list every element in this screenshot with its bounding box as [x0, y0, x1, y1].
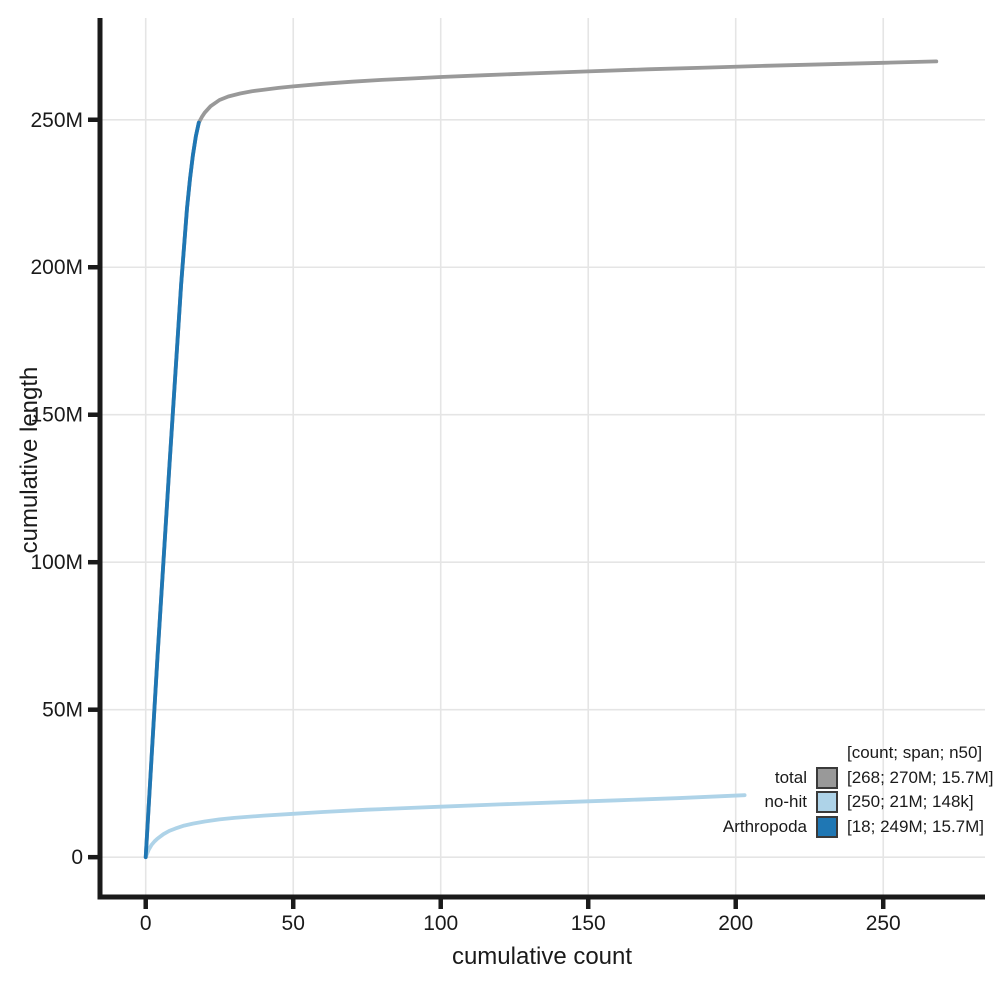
legend-label-no-hit: no-hit — [764, 792, 807, 811]
y-tick-label: 0 — [71, 846, 83, 869]
legend-header-spacer — [723, 741, 807, 766]
y-tick-label: 150M — [30, 404, 83, 427]
y-axis-title: cumulative length — [16, 366, 43, 554]
y-tick-label: 50M — [42, 699, 83, 722]
legend-value-arthropoda: [18; 249M; 15.7M] — [847, 816, 985, 836]
y-tick-label: 200M — [30, 256, 83, 279]
legend-header: [count; span; n50] — [847, 743, 983, 762]
legend-header-swatch-spacer — [815, 741, 839, 766]
legend-swatch-total — [816, 766, 838, 789]
series-line-total — [143, 59, 939, 860]
x-tick-label: 100 — [423, 912, 458, 935]
x-tick-label: 0 — [140, 912, 152, 935]
legend-swatch-wrap-arthropoda — [815, 815, 839, 840]
y-tick-label: 100M — [30, 551, 83, 574]
series-line-no-hit — [143, 793, 747, 860]
legend-swatch-wrap-total — [815, 766, 839, 791]
legend-swatch-no-hit — [816, 791, 838, 814]
legend-label-arthropoda: Arthropoda — [722, 816, 807, 836]
legend-value-no-hit: [250; 21M; 148k] — [847, 792, 974, 811]
x-axis-title: cumulative count — [451, 943, 633, 970]
legend-swatch-wrap-no-hit — [815, 790, 839, 815]
series-line-arthropoda — [143, 120, 201, 860]
legend-value-total: [268; 270M; 15.7M] — [847, 767, 994, 787]
legend: [count; span; n50] total [268; 270M; 15.… — [722, 741, 994, 840]
legend-label-total: total — [774, 767, 807, 787]
x-tick-label: 50 — [282, 912, 305, 935]
axis-lines — [97, 18, 985, 900]
x-tick-label: 150 — [571, 912, 606, 935]
x-tick-label: 200 — [718, 912, 753, 935]
legend-swatch-arthropoda — [816, 815, 838, 838]
x-tick-label: 250 — [866, 912, 901, 935]
y-tick-label: 250M — [30, 109, 83, 132]
